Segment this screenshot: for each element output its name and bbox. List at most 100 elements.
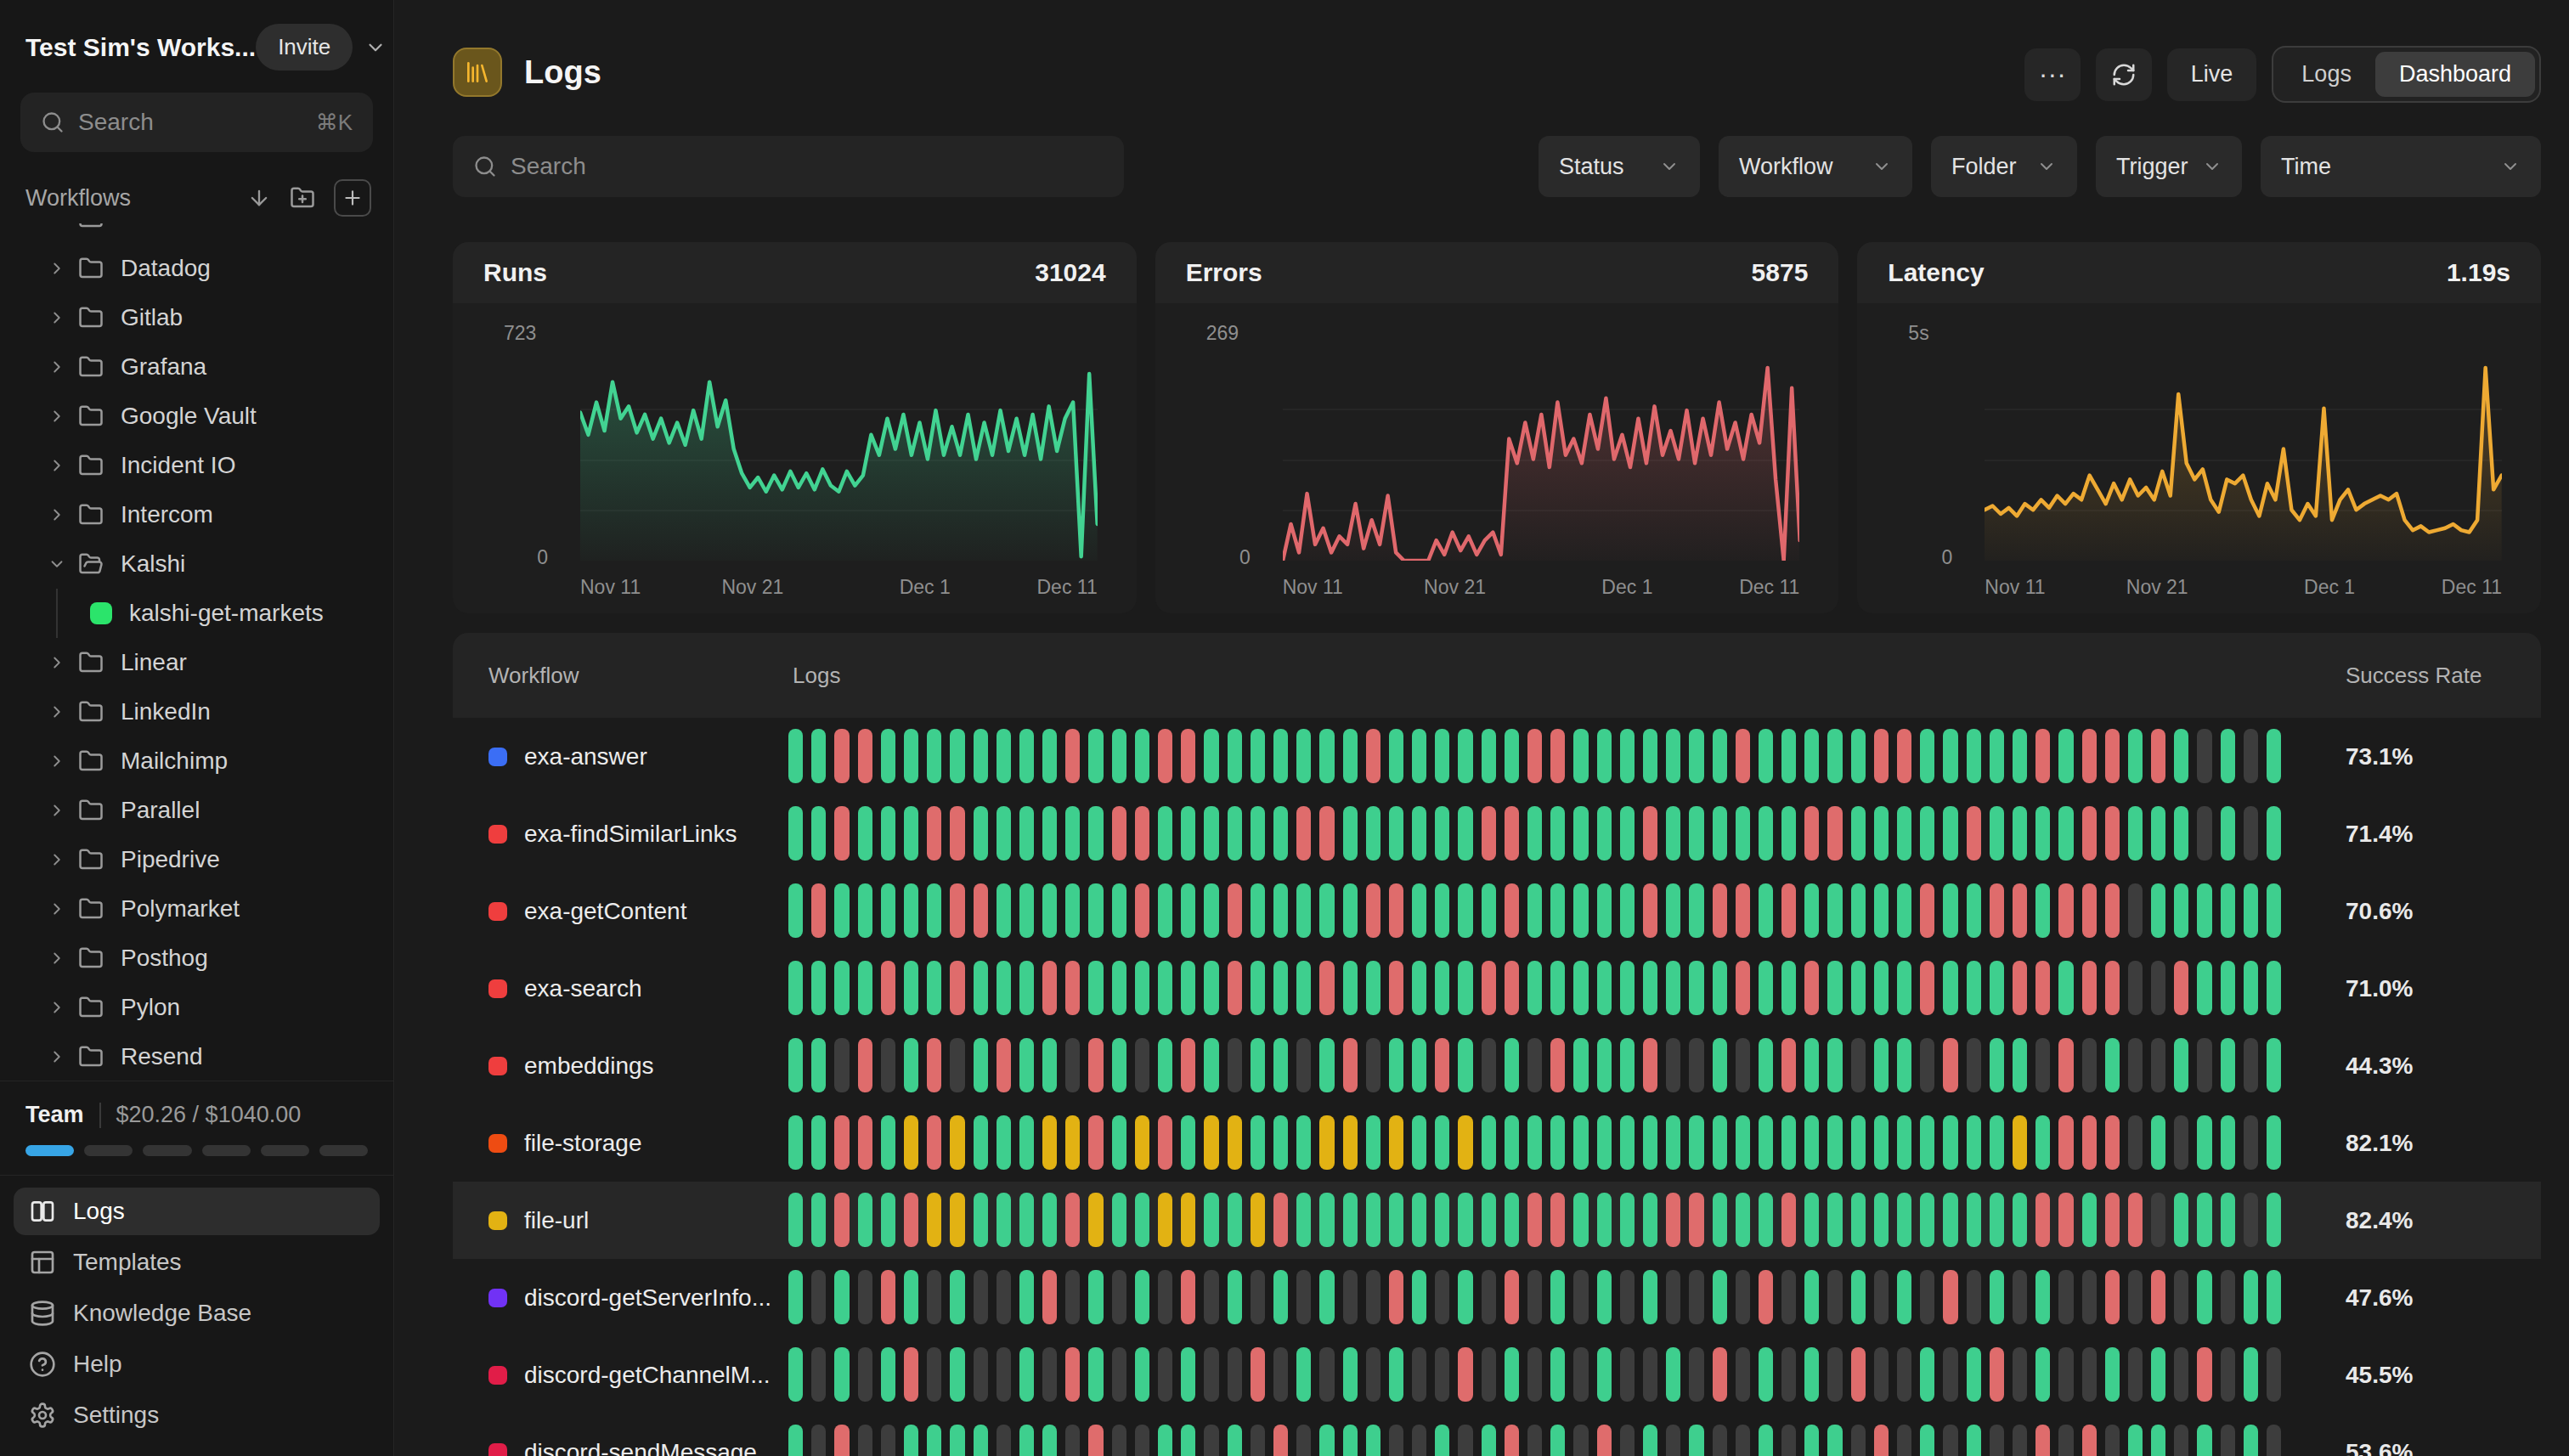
log-status-bar[interactable] bbox=[1366, 806, 1380, 861]
log-status-bar[interactable] bbox=[1228, 883, 1242, 938]
log-status-bar[interactable] bbox=[834, 1115, 849, 1170]
log-status-bar[interactable] bbox=[2058, 806, 2073, 861]
log-status-bar[interactable] bbox=[1181, 1193, 1195, 1247]
log-status-bar[interactable] bbox=[1550, 1038, 1565, 1092]
log-status-bar[interactable] bbox=[1920, 1347, 1934, 1402]
log-status-bar[interactable] bbox=[858, 1115, 872, 1170]
chevron-right-icon[interactable] bbox=[48, 703, 66, 721]
log-status-bar[interactable] bbox=[858, 961, 872, 1015]
log-status-bar[interactable] bbox=[1527, 1425, 1542, 1456]
log-status-bar[interactable] bbox=[974, 1193, 988, 1247]
log-status-bar[interactable] bbox=[1804, 729, 1819, 783]
log-status-bar[interactable] bbox=[1713, 1193, 1727, 1247]
log-status-bar[interactable] bbox=[1135, 806, 1149, 861]
log-status-bar[interactable] bbox=[1158, 961, 1172, 1015]
log-status-bar[interactable] bbox=[2128, 1270, 2143, 1324]
log-status-bar[interactable] bbox=[1874, 806, 1889, 861]
log-status-bar[interactable] bbox=[1343, 883, 1358, 938]
log-status-bar[interactable] bbox=[2082, 1193, 2097, 1247]
log-status-bar[interactable] bbox=[1620, 806, 1635, 861]
log-status-bar[interactable] bbox=[1273, 806, 1288, 861]
log-status-bar[interactable] bbox=[1158, 883, 1172, 938]
log-status-bar[interactable] bbox=[1827, 1270, 1842, 1324]
log-status-bar[interactable] bbox=[1550, 1347, 1565, 1402]
log-status-bar[interactable] bbox=[950, 806, 964, 861]
log-status-bar[interactable] bbox=[2035, 729, 2050, 783]
log-status-bar[interactable] bbox=[1273, 1270, 1288, 1324]
log-status-bar[interactable] bbox=[2151, 1038, 2165, 1092]
log-status-bar[interactable] bbox=[2244, 1270, 2258, 1324]
log-status-bar[interactable] bbox=[1781, 1347, 1796, 1402]
log-status-bar[interactable] bbox=[1319, 729, 1334, 783]
log-status-bar[interactable] bbox=[811, 729, 826, 783]
log-status-bar[interactable] bbox=[1412, 883, 1426, 938]
log-status-bar[interactable] bbox=[1296, 1347, 1311, 1402]
log-status-bar[interactable] bbox=[834, 883, 849, 938]
log-status-bar[interactable] bbox=[1759, 806, 1773, 861]
workflow-name[interactable]: exa-search bbox=[524, 950, 642, 1027]
log-status-bar[interactable] bbox=[2174, 1038, 2188, 1092]
chevron-right-icon[interactable] bbox=[48, 752, 66, 770]
log-status-bar[interactable] bbox=[1643, 1193, 1657, 1247]
log-status-bar[interactable] bbox=[2013, 1193, 2027, 1247]
workflow-name[interactable]: exa-getContent bbox=[524, 872, 686, 950]
log-status-bar[interactable] bbox=[1458, 1347, 1472, 1402]
log-status-bar[interactable] bbox=[1920, 729, 1934, 783]
workflow-name[interactable]: file-storage bbox=[524, 1104, 642, 1182]
log-status-bar[interactable] bbox=[927, 883, 941, 938]
log-status-bar[interactable] bbox=[1458, 1193, 1472, 1247]
log-status-bar[interactable] bbox=[2267, 1115, 2281, 1170]
log-status-bar[interactable] bbox=[1943, 1193, 1957, 1247]
log-status-bar[interactable] bbox=[1482, 1425, 1496, 1456]
more-button[interactable]: ··· bbox=[2024, 48, 2081, 101]
log-status-bar[interactable] bbox=[1874, 1038, 1889, 1092]
log-status-bar[interactable] bbox=[1389, 1270, 1403, 1324]
log-status-bar[interactable] bbox=[1458, 1270, 1472, 1324]
log-status-bar[interactable] bbox=[1851, 1425, 1866, 1456]
sidebar-item-logs[interactable]: Logs bbox=[14, 1188, 380, 1235]
log-status-bar[interactable] bbox=[1736, 1115, 1750, 1170]
log-status-bar[interactable] bbox=[1273, 961, 1288, 1015]
sidebar-workflow-kalshi-get-markets[interactable]: kalshi-get-markets bbox=[0, 589, 393, 638]
table-row-discord-getserverinfo-[interactable]: discord-getServerInfo...47.6% bbox=[453, 1259, 2541, 1336]
log-status-bar[interactable] bbox=[2105, 1038, 2120, 1092]
log-status-bar[interactable] bbox=[1990, 961, 2004, 1015]
log-status-bar[interactable] bbox=[1458, 729, 1472, 783]
log-status-bar[interactable] bbox=[834, 1038, 849, 1092]
log-status-bar[interactable] bbox=[1781, 806, 1796, 861]
log-status-bar[interactable] bbox=[2267, 1347, 2281, 1402]
log-status-bar[interactable] bbox=[788, 1115, 803, 1170]
log-status-bar[interactable] bbox=[2174, 1193, 2188, 1247]
log-status-bar[interactable] bbox=[1851, 1270, 1866, 1324]
log-status-bar[interactable] bbox=[1990, 1270, 2004, 1324]
log-status-bar[interactable] bbox=[1389, 806, 1403, 861]
log-status-bar[interactable] bbox=[788, 1270, 803, 1324]
log-status-bar[interactable] bbox=[950, 883, 964, 938]
sidebar-folder-pylon[interactable]: Pylon bbox=[0, 983, 393, 1032]
log-status-bar[interactable] bbox=[788, 1193, 803, 1247]
log-status-bar[interactable] bbox=[834, 961, 849, 1015]
log-status-bar[interactable] bbox=[2244, 1115, 2258, 1170]
log-status-bar[interactable] bbox=[1505, 883, 1519, 938]
log-status-bar[interactable] bbox=[1897, 1115, 1911, 1170]
log-status-bar[interactable] bbox=[1573, 961, 1588, 1015]
log-status-bar[interactable] bbox=[1666, 1038, 1680, 1092]
log-status-bar[interactable] bbox=[1897, 961, 1911, 1015]
log-status-bar[interactable] bbox=[1412, 1193, 1426, 1247]
log-status-bar[interactable] bbox=[1343, 729, 1358, 783]
log-status-bar[interactable] bbox=[1458, 806, 1472, 861]
log-status-bar[interactable] bbox=[2197, 1193, 2211, 1247]
log-status-bar[interactable] bbox=[2082, 729, 2097, 783]
log-status-bar[interactable] bbox=[2221, 1038, 2235, 1092]
log-status-bar[interactable] bbox=[1135, 1347, 1149, 1402]
log-status-bar[interactable] bbox=[1620, 1270, 1635, 1324]
log-status-bar[interactable] bbox=[2035, 1425, 2050, 1456]
log-status-bar[interactable] bbox=[1827, 806, 1842, 861]
log-status-bar[interactable] bbox=[1620, 961, 1635, 1015]
log-status-bar[interactable] bbox=[1759, 729, 1773, 783]
log-status-bar[interactable] bbox=[2058, 1347, 2073, 1402]
log-status-bar[interactable] bbox=[1527, 1115, 1542, 1170]
log-status-bar[interactable] bbox=[997, 1347, 1011, 1402]
log-status-bar[interactable] bbox=[2151, 1193, 2165, 1247]
log-status-bar[interactable] bbox=[2267, 961, 2281, 1015]
